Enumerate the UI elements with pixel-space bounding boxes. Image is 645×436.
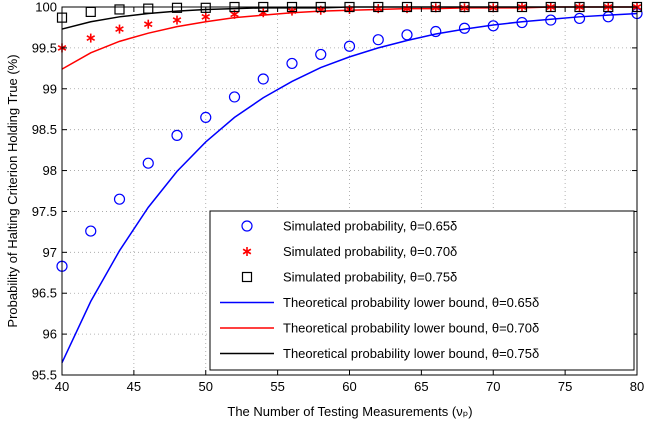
data-point bbox=[241, 220, 253, 232]
data-point-stroke bbox=[242, 248, 252, 255]
legend-label: Theoretical probability lower bound, θ=0… bbox=[283, 295, 539, 310]
x-tick-label: 45 bbox=[127, 379, 141, 394]
data-point bbox=[85, 225, 97, 237]
data-point bbox=[242, 247, 252, 256]
x-tick-label: 55 bbox=[270, 379, 284, 394]
data-point bbox=[430, 25, 442, 38]
data-point bbox=[113, 193, 126, 205]
x-tick-label: 50 bbox=[199, 379, 213, 394]
y-axis-label: Probability of Halting Criterion Holding… bbox=[5, 54, 20, 327]
data-point bbox=[516, 16, 528, 29]
legend-swatch bbox=[241, 271, 253, 283]
data-point bbox=[115, 24, 124, 34]
y-tick-label: 95.5 bbox=[32, 368, 57, 383]
data-point bbox=[286, 57, 298, 70]
y-tick-label: 96.5 bbox=[32, 286, 57, 301]
legend-item: Theoretical probability lower bound, θ=0… bbox=[220, 321, 539, 336]
legend-item: Simulated probability, θ=0.65δ bbox=[241, 219, 457, 234]
grid bbox=[62, 7, 637, 375]
legend-label: Simulated probability, θ=0.65δ bbox=[283, 219, 457, 234]
data-point-stroke bbox=[230, 11, 239, 18]
x-tick-label: 75 bbox=[558, 379, 572, 394]
data-point bbox=[86, 33, 96, 43]
data-point bbox=[143, 3, 154, 14]
legend-box bbox=[209, 210, 635, 371]
data-point bbox=[431, 3, 441, 13]
data-point-stroke bbox=[201, 13, 211, 20]
data-point bbox=[142, 157, 154, 169]
y-tick-label: 99 bbox=[43, 81, 57, 96]
data-point bbox=[401, 29, 413, 41]
data-point bbox=[201, 12, 211, 22]
series-line bbox=[61, 12, 638, 364]
legend-label: Simulated probability, θ=0.75δ bbox=[283, 270, 457, 285]
legend-swatch bbox=[241, 220, 253, 232]
data-point bbox=[228, 91, 241, 103]
data-point bbox=[487, 20, 499, 32]
data-point bbox=[172, 15, 182, 25]
data-point bbox=[171, 129, 183, 141]
data-point bbox=[200, 111, 212, 124]
x-axis-label: The Number of Testing Measurements (νₚ) bbox=[227, 404, 472, 419]
x-axis-ticks: 40 45 50 55 60 65 70 75 80 bbox=[55, 7, 644, 394]
data-point-stroke bbox=[460, 4, 469, 11]
data-point bbox=[315, 48, 327, 61]
data-point bbox=[143, 19, 153, 29]
data-point bbox=[460, 3, 469, 13]
data-point bbox=[171, 2, 183, 13]
x-tick-label: 60 bbox=[342, 379, 356, 394]
data-point-stroke bbox=[115, 26, 124, 33]
data-point bbox=[241, 271, 253, 283]
legend-item: Theoretical probability lower bound, θ=0… bbox=[220, 346, 539, 361]
data-point bbox=[573, 12, 586, 25]
data-point bbox=[257, 73, 269, 85]
y-tick-label: 100 bbox=[35, 0, 57, 15]
data-point-stroke bbox=[172, 17, 182, 24]
legend-item: Theoretical probability lower bound, θ=0… bbox=[220, 295, 539, 310]
legend-label: Theoretical probability lower bound, θ=0… bbox=[283, 321, 539, 336]
y-tick-label: 96 bbox=[43, 327, 57, 342]
x-tick-label: 70 bbox=[486, 379, 500, 394]
y-tick-label: 98.5 bbox=[32, 122, 57, 137]
legend: Simulated probability, θ=0.65δ Simulated … bbox=[209, 210, 635, 371]
data-point bbox=[114, 4, 125, 15]
data-point-stroke bbox=[143, 21, 153, 28]
y-tick-label: 99.5 bbox=[32, 40, 57, 55]
legend-label: Theoretical probability lower bound, θ=0… bbox=[283, 346, 539, 361]
y-tick-label: 97.5 bbox=[32, 204, 57, 219]
legend-item: Simulated probability, θ=0.70δ bbox=[242, 244, 457, 259]
data-point bbox=[200, 2, 211, 13]
data-point-stroke bbox=[431, 4, 441, 11]
legend-label: Simulated probability, θ=0.70δ bbox=[283, 244, 457, 259]
x-tick-label: 40 bbox=[55, 379, 69, 394]
data-point bbox=[545, 14, 557, 26]
data-point bbox=[458, 22, 471, 34]
legend-swatch bbox=[242, 247, 252, 256]
data-point bbox=[372, 34, 384, 46]
x-tick-label: 80 bbox=[630, 379, 644, 394]
legend-item: Simulated probability, θ=0.75δ bbox=[241, 270, 457, 285]
y-tick-label: 97 bbox=[43, 245, 57, 260]
x-tick-label: 65 bbox=[414, 379, 428, 394]
data-point bbox=[343, 40, 356, 52]
series-markers-group bbox=[56, 7, 643, 272]
data-point-stroke bbox=[86, 35, 96, 42]
y-tick-label: 98 bbox=[43, 163, 57, 178]
